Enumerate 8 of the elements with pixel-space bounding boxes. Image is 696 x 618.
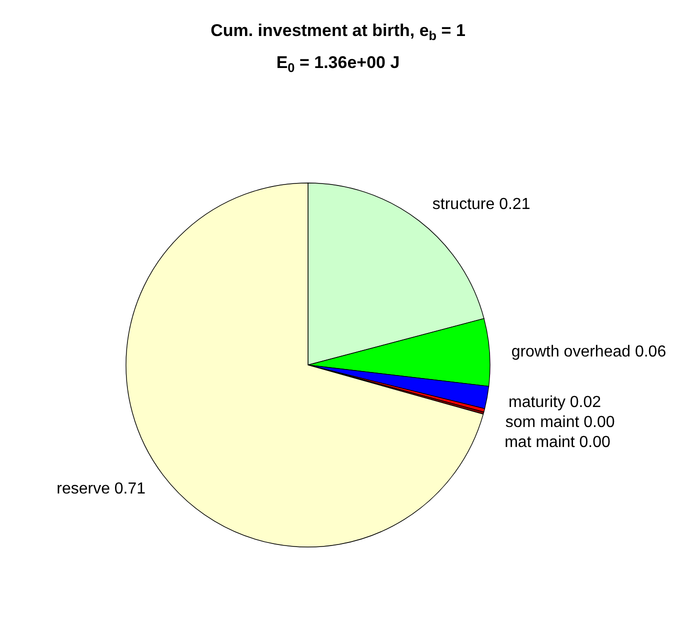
- slice-label: maturity 0.02: [508, 394, 602, 412]
- slice-label: growth overhead 0.06: [511, 343, 666, 360]
- slice-label: reserve 0.71: [56, 480, 146, 498]
- slice-label: som maint 0.00: [505, 414, 615, 432]
- chart-subtitle: E$_{0}$ = 1.36e+00 J: [276, 53, 400, 75]
- chart-title: Cum. investment at birth, e$_{b}$ = 1: [210, 21, 466, 43]
- slice-label: structure 0.21: [432, 196, 530, 214]
- slice-label: mat maint 0.00: [504, 434, 611, 452]
